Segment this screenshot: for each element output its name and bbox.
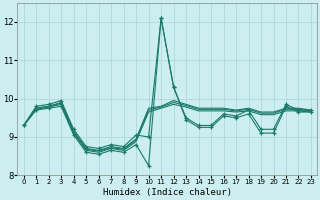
- X-axis label: Humidex (Indice chaleur): Humidex (Indice chaleur): [103, 188, 232, 197]
